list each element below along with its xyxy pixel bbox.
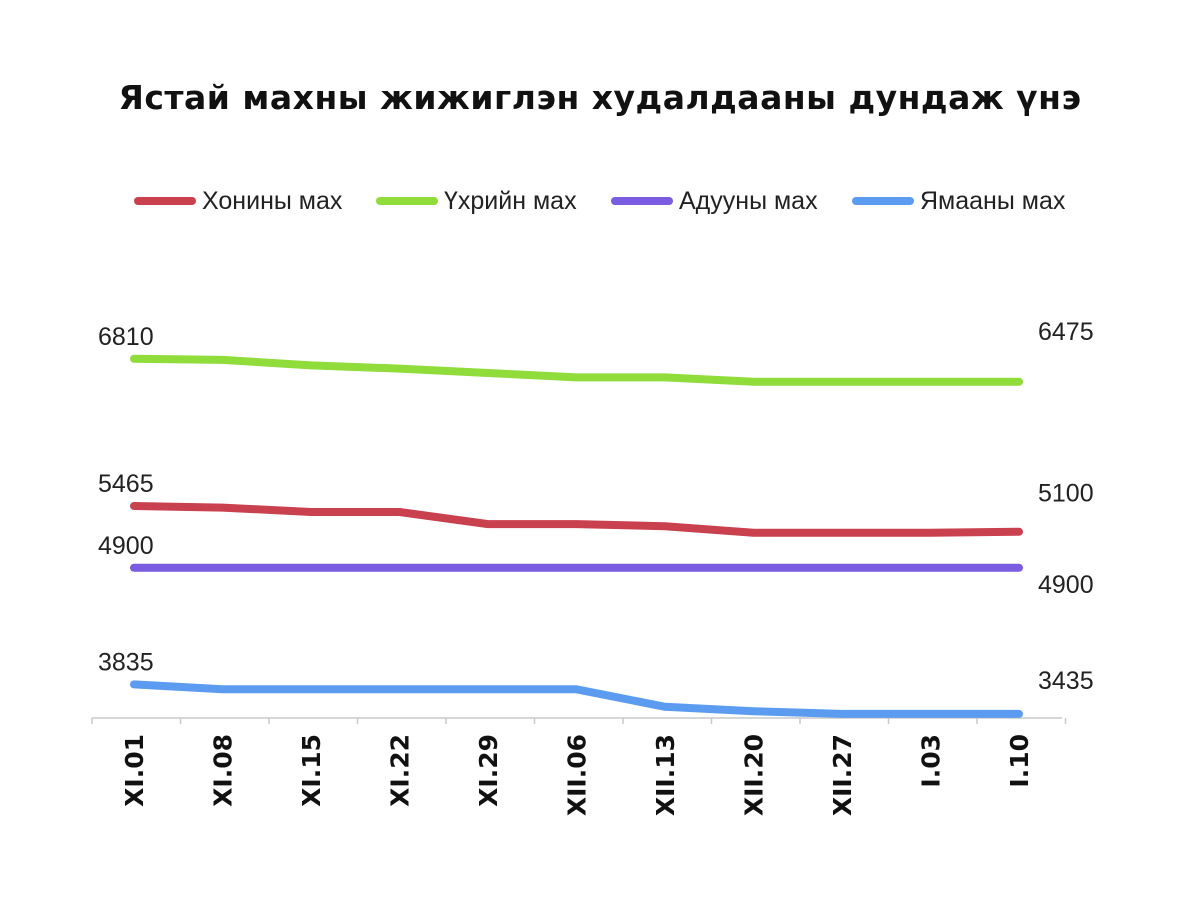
legend-item-goat: Ямааны мах — [852, 184, 1065, 218]
legend-item-sheep: Хонины мах — [134, 184, 342, 218]
legend-swatch-beef — [376, 197, 438, 205]
x-tick-label: XI.29 — [474, 734, 503, 807]
x-tick-label: XII.20 — [740, 734, 769, 816]
legend-label-horse: Адууны мах — [679, 186, 818, 215]
first-value-label-goat: 3835 — [98, 648, 154, 676]
legend-label-goat: Ямааны мах — [920, 186, 1066, 215]
last-value-label-horse: 4900 — [1038, 571, 1094, 599]
legend-swatch-goat — [852, 197, 914, 205]
last-value-label-goat: 3435 — [1038, 667, 1094, 695]
first-value-label-sheep: 5465 — [98, 470, 154, 498]
legend-item-beef: Үхрийн мах — [376, 184, 577, 218]
last-value-label-sheep: 5100 — [1038, 480, 1094, 508]
x-tick-label: I.10 — [1005, 734, 1034, 788]
legend-swatch-sheep — [134, 197, 196, 205]
x-tick-label: XI.22 — [386, 734, 415, 807]
x-tick-label: I.03 — [917, 734, 946, 788]
x-tick-label: XI.01 — [120, 734, 149, 807]
x-tick-label: XI.08 — [209, 734, 238, 807]
x-tick-label: XII.06 — [563, 734, 592, 816]
last-value-label-beef: 6475 — [1038, 318, 1094, 346]
legend: Хонины мах Үхрийн мах Адууны мах Ямааны … — [0, 184, 1200, 218]
chart-title: Ястай махны жижиглэн худалдааны дундаж ү… — [118, 78, 1082, 117]
x-tick-label: XII.27 — [828, 734, 857, 816]
legend-label-sheep: Хонины мах — [202, 186, 343, 215]
x-tick-label: XII.13 — [651, 734, 680, 816]
line-goat — [130, 680, 1023, 718]
legend-swatch-horse — [611, 197, 673, 205]
line-sheep — [130, 502, 1023, 537]
first-value-label-beef: 6810 — [98, 323, 154, 351]
legend-item-horse: Адууны мах — [611, 184, 818, 218]
line-beef — [130, 354, 1023, 386]
x-tick-label: XI.15 — [297, 734, 326, 807]
legend-label-beef: Үхрийн мах — [444, 186, 577, 215]
first-value-label-horse: 4900 — [98, 532, 154, 560]
